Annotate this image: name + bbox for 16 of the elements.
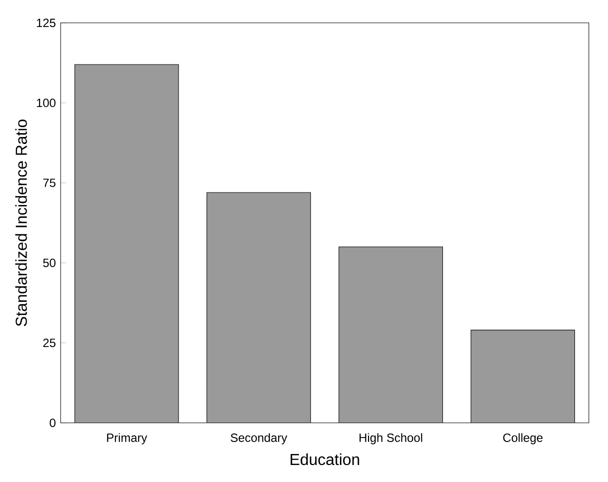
y-tick-label: 125 bbox=[36, 18, 56, 28]
y-tick-label: 0 bbox=[50, 418, 56, 428]
x-tick-label: High School bbox=[360, 433, 422, 445]
bar bbox=[74, 64, 179, 424]
y-axis-title: Standardized Incidence Ratio bbox=[15, 120, 27, 326]
x-tick-label: College bbox=[503, 433, 543, 445]
x-tick-label: Secondary bbox=[230, 433, 288, 445]
y-tick-label: 25 bbox=[43, 338, 56, 348]
bar bbox=[338, 247, 443, 424]
bar bbox=[206, 192, 311, 424]
x-tick-label: Primary bbox=[107, 433, 148, 445]
y-tick-label: 50 bbox=[43, 258, 56, 268]
y-tick-label: 75 bbox=[43, 178, 56, 188]
y-tick-label: 100 bbox=[36, 98, 56, 108]
bar bbox=[470, 330, 575, 424]
x-axis-title: Education bbox=[290, 454, 360, 466]
